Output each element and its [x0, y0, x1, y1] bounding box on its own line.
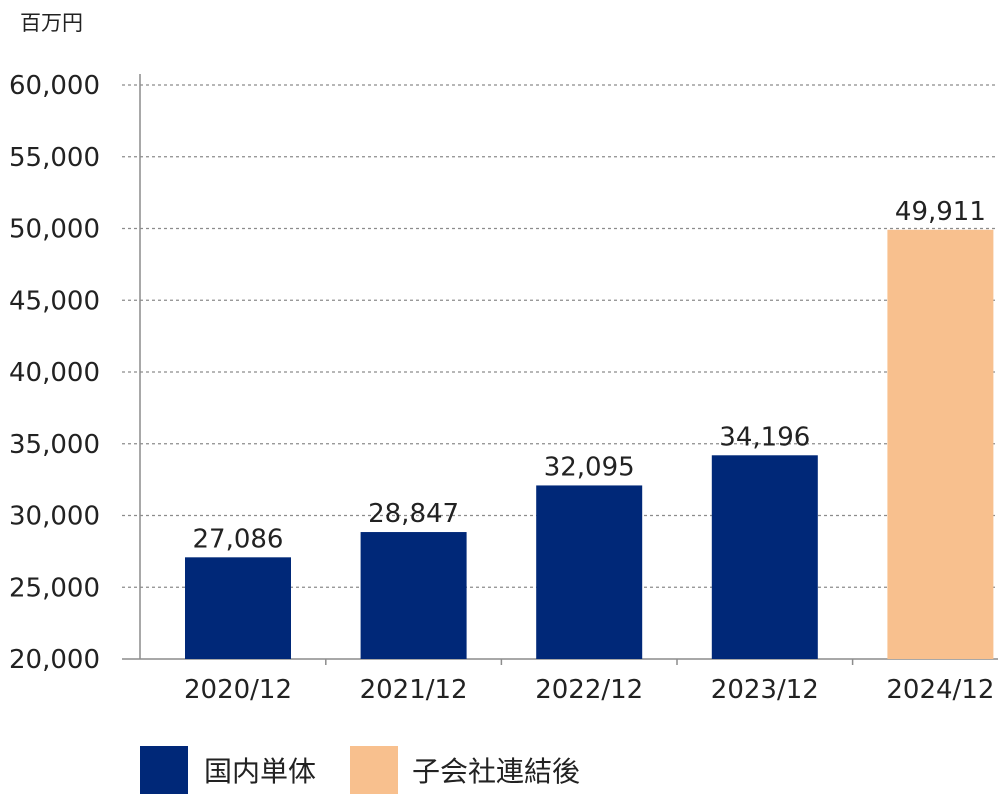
bar: [360, 532, 467, 659]
legend-swatch-domestic: [140, 746, 188, 794]
y-tick-label: 25,000: [9, 573, 100, 603]
y-tick-label: 35,000: [9, 430, 100, 460]
x-tick-label: 2021/12: [360, 675, 468, 705]
x-tick-label: 2022/12: [535, 675, 643, 705]
data-label: 34,196: [719, 422, 810, 452]
bar: [536, 485, 643, 659]
data-label: 32,095: [544, 452, 635, 482]
y-tick-label: 50,000: [9, 215, 100, 245]
x-tick-label: 2024/12: [886, 675, 994, 705]
x-tick-label: 2020/12: [184, 675, 292, 705]
data-label: 27,086: [193, 524, 284, 554]
y-tick-label: 55,000: [9, 143, 100, 173]
bar: [185, 557, 291, 659]
bars: [185, 229, 994, 659]
bar: [711, 455, 818, 659]
legend-label-domestic: 国内単体: [204, 755, 316, 788]
data-label: 28,847: [368, 499, 459, 529]
y-tick-labels: 20,000 25,000 30,000 35,000 40,000 45,000 50,0…: [9, 71, 100, 675]
x-tick-labels: 2020/12 2021/12 2022/12 2023/12 2024/12: [184, 675, 994, 705]
legend: 国内単体 子会社連結後: [140, 746, 580, 794]
x-tick-label: 2023/12: [711, 675, 819, 705]
y-tick-label: 20,000: [9, 645, 100, 675]
legend-label-consolidated: 子会社連結後: [412, 755, 580, 788]
data-label: 49,911: [895, 197, 986, 227]
y-tick-label: 30,000: [9, 502, 100, 532]
y-axis-unit-label: 百万円: [20, 11, 83, 35]
y-tick-label: 40,000: [9, 358, 100, 388]
legend-swatch-consolidated: [350, 746, 398, 794]
y-tick-label: 45,000: [9, 286, 100, 316]
data-labels: 27,086 28,847 32,095 34,196 49,911: [193, 197, 986, 555]
bar: [887, 229, 994, 659]
y-tick-label: 60,000: [9, 71, 100, 101]
